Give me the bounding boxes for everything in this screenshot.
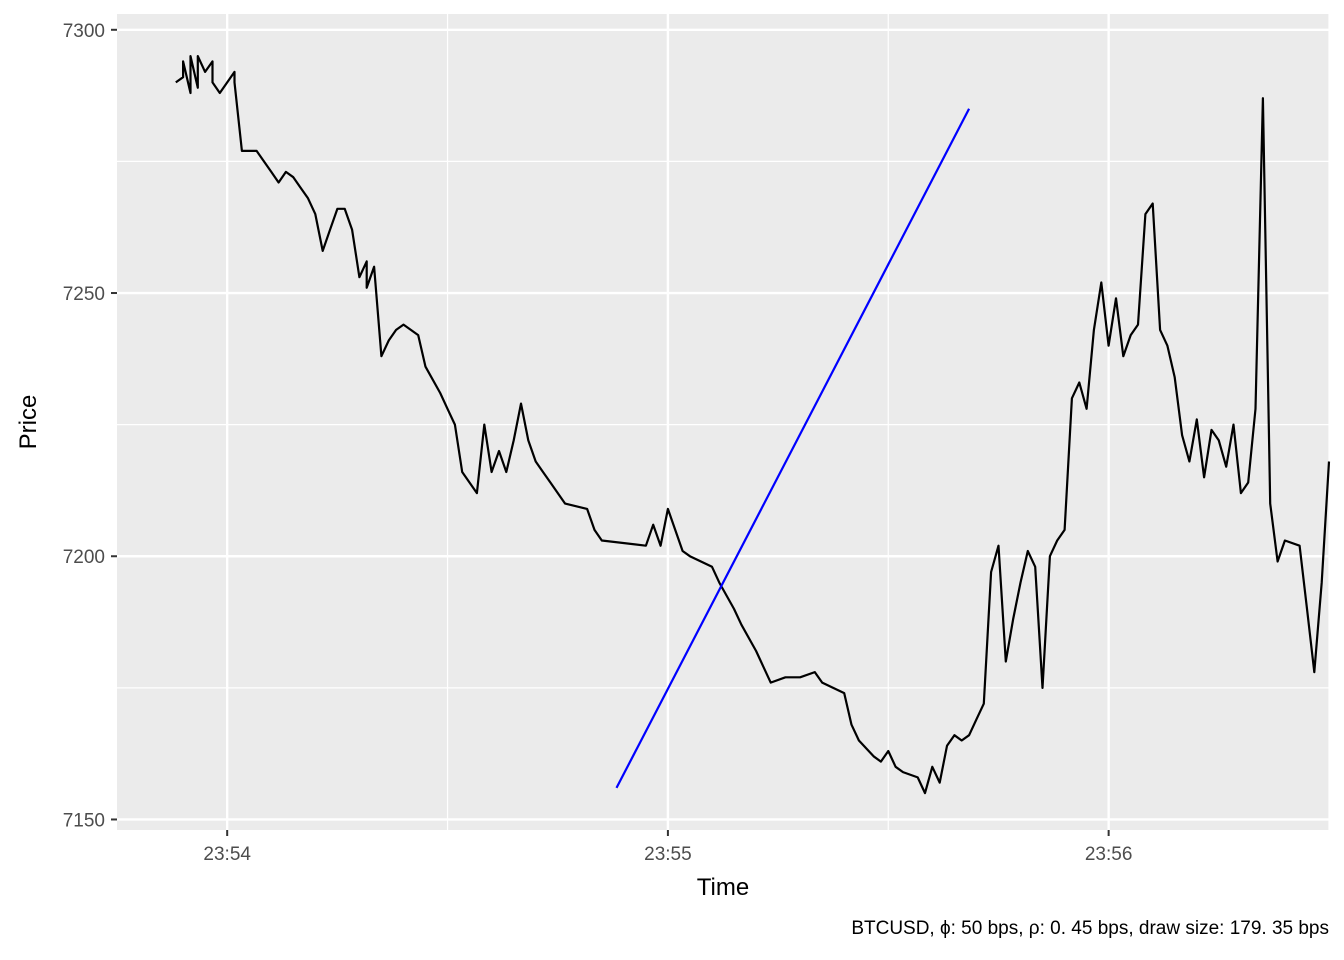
y-tick-label: 7250 <box>63 284 105 305</box>
plot-panel <box>117 14 1329 830</box>
draw-trend-line <box>615 108 971 789</box>
x-tick-label: 23:54 <box>203 844 251 865</box>
x-axis: 23:54 23:55 23:56 <box>203 830 1132 865</box>
y-axis-title: Price <box>15 395 42 450</box>
x-tick-label: 23:55 <box>644 844 692 865</box>
y-tick-label: 7150 <box>63 810 105 831</box>
major-gridlines <box>117 14 1329 830</box>
price-series-line <box>175 55 1331 795</box>
series-layer <box>175 55 1331 795</box>
chart-caption: BTCUSD, ϕ: 50 bps, ρ: 0. 45 bps, draw si… <box>851 918 1329 939</box>
minor-gridlines <box>117 14 1330 830</box>
y-tick-label: 7200 <box>63 547 105 568</box>
y-axis: 7150 7200 7250 7300 <box>63 21 117 831</box>
x-axis-title: Time <box>697 874 749 901</box>
x-tick-label: 23:56 <box>1085 844 1133 865</box>
y-tick-label: 7300 <box>63 21 105 42</box>
